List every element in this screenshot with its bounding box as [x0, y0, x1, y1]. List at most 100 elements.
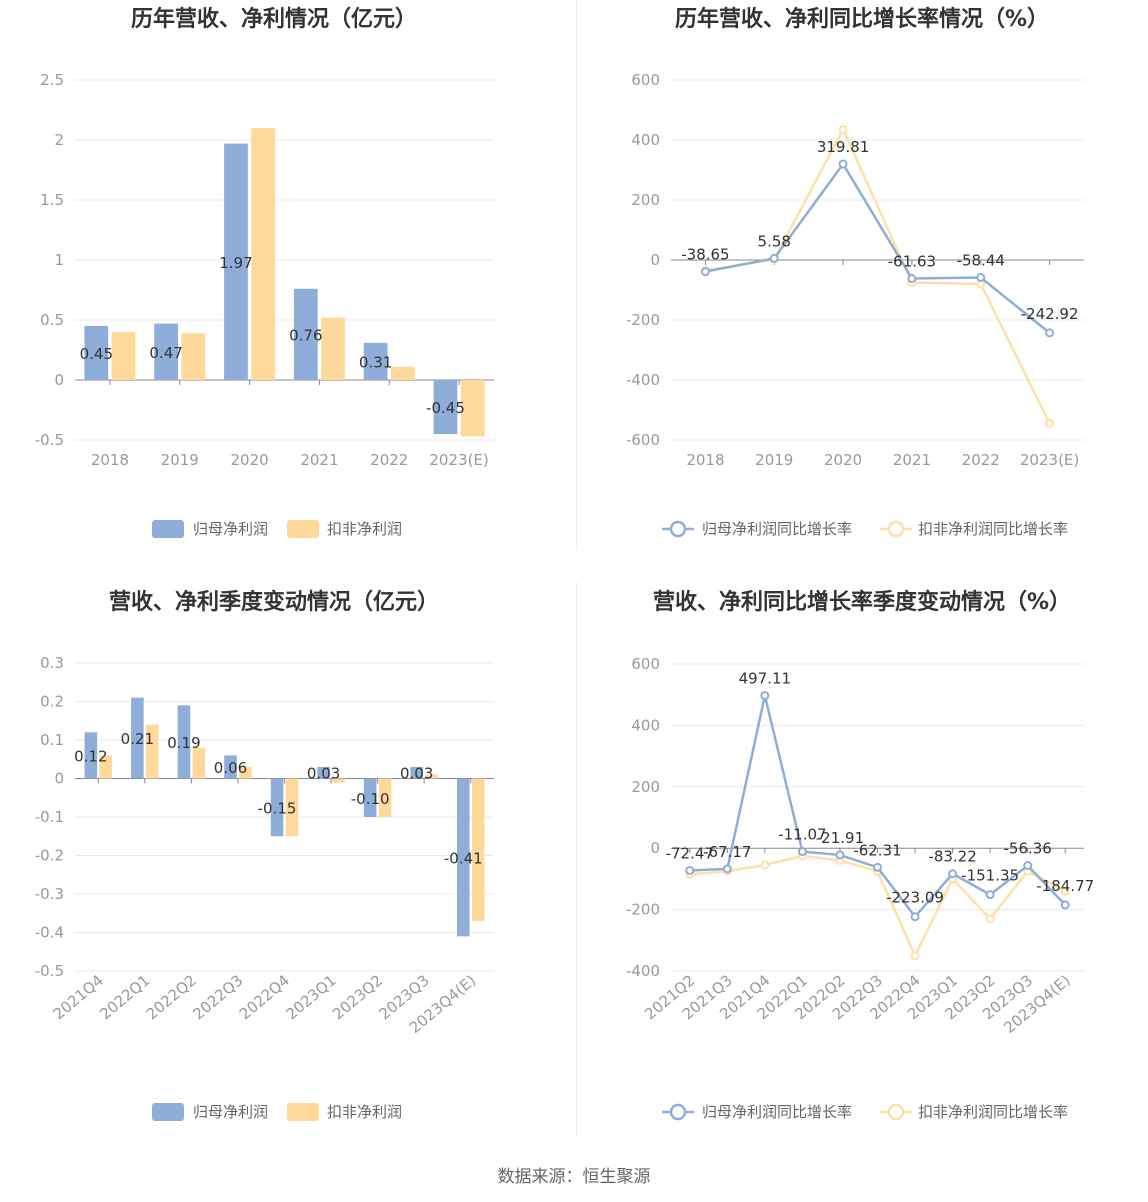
data-label: -58.44: [957, 252, 1005, 270]
deducted-profit-bar: [332, 778, 345, 783]
deducted-growth-point: [910, 951, 920, 961]
chart-title: 营收、净利同比增长率季度变动情况（%）: [653, 589, 1071, 615]
deducted-profit-bar: [192, 747, 206, 779]
net-profit-bar: [224, 143, 248, 380]
deducted-profit-bar: [239, 766, 252, 779]
data-label: -72.47: [666, 844, 714, 862]
vertical-divider-bottom: [576, 582, 577, 1137]
net-profit-bar: [363, 778, 377, 817]
data-label: 0.76: [289, 326, 322, 344]
legend-marker: [669, 1103, 687, 1121]
y-tick-label: -600: [626, 431, 660, 449]
net-profit-bar: [410, 766, 424, 779]
x-tick-label: 2023(E): [429, 451, 488, 469]
quarterly-growth-panel: 营收、净利同比增长率季度变动情况（%） -400 -200 0 200 400 600 202…: [574, 580, 1148, 1160]
x-tick-label: 2019: [755, 451, 793, 469]
y-tick-label: -0.3: [35, 885, 64, 903]
chart-title: 历年营收、净利情况（亿元）: [131, 6, 417, 32]
y-tick-label: 200: [631, 191, 660, 209]
x-tick-label: 2023Q1: [282, 971, 339, 1023]
legend-label: 扣非净利润同比增长率: [918, 520, 1068, 538]
quarterly-profit-panel: 营收、净利季度变动情况（亿元） -0.5 -0.4 -0.3 -0.2 -0.1 0 0.1 0…: [0, 580, 574, 1160]
y-tick-label: 600: [631, 71, 660, 89]
data-label: -11.07: [778, 826, 826, 844]
net-growth-point: [976, 273, 986, 283]
x-tick-label: 2021: [300, 451, 338, 469]
y-tick-label: 1.5: [40, 191, 64, 209]
data-label: -38.65: [681, 246, 729, 264]
deducted-profit-bar: [471, 778, 485, 921]
x-tick-label: 2018: [91, 451, 129, 469]
net-profit-bar: [154, 323, 179, 380]
net-profit-bar: [84, 732, 98, 779]
quarterly-profit-chart: 营收、净利季度变动情况（亿元）-0.5-0.4-0.3-0.2-0.100.10…: [35, 589, 494, 1121]
deducted-profit-bar: [321, 317, 345, 380]
data-label: -62.31: [853, 841, 901, 859]
data-label: -0.45: [426, 399, 465, 417]
deducted-growth-point: [760, 860, 770, 870]
net-profit-bar: [317, 766, 330, 779]
net-growth-point: [948, 869, 958, 879]
x-tick-label: 2018: [686, 451, 724, 469]
data-label: -0.41: [444, 849, 483, 867]
y-tick-label: -0.5: [35, 962, 64, 980]
data-label: 0.06: [214, 759, 247, 777]
y-tick-label: 0: [650, 251, 660, 269]
annual-growth-chart: 历年营收、净利同比增长率情况（%） -600 -400 -200 0 200 400 600 2…: [626, 6, 1084, 538]
net-growth-point: [910, 912, 920, 922]
deducted-profit-bar: [460, 380, 485, 437]
x-tick-label: 2022Q2: [143, 971, 200, 1023]
x-tick-label: 2022: [962, 451, 1000, 469]
quarterly-growth-chart: 营收、净利同比增长率季度变动情况（%）-400-2000200400600202…: [626, 589, 1094, 1121]
chart-title: 历年营收、净利同比增长率情况（%）: [675, 6, 1049, 32]
x-tick-label: 2022Q3: [189, 971, 246, 1023]
deducted-profit-bar: [145, 724, 159, 779]
data-label: 0.47: [149, 344, 182, 362]
legend-label: 扣非净利润同比增长率: [918, 1103, 1068, 1121]
data-label: 0.45: [80, 345, 113, 363]
net-growth-point: [835, 850, 845, 860]
y-tick-label: 400: [631, 716, 660, 734]
x-tick-label: 2022Q4: [236, 971, 293, 1023]
legend-swatch: [287, 1103, 319, 1121]
net-growth-point: [1023, 861, 1033, 871]
deducted-growth-point: [1060, 886, 1070, 896]
y-tick-label: 2.5: [40, 71, 64, 89]
legend-marker: [669, 520, 687, 538]
x-tick-label: 2020: [824, 451, 862, 469]
data-label: -0.10: [351, 790, 390, 808]
y-tick-label: 2: [54, 131, 64, 149]
x-tick-label: 2022Q1: [96, 971, 153, 1023]
deducted-growth-line: [705, 126, 1051, 425]
net-growth-point: [873, 862, 882, 872]
y-tick-label: 0: [54, 371, 64, 389]
annual-profit-panel: 历年营收、净利情况（亿元） -0.5 0 0.5 1 1.5 2 2.5 2018 2019 202…: [0, 0, 574, 580]
y-tick-label: 200: [631, 778, 660, 796]
data-label: -56.36: [1004, 840, 1052, 858]
x-tick-label: 2022: [370, 451, 408, 469]
legend-marker: [887, 1103, 905, 1121]
legend-marker: [887, 520, 905, 538]
legend-label: 归母净利润同比增长率: [702, 1103, 852, 1121]
y-tick-label: -200: [626, 311, 660, 329]
net-growth-point: [797, 847, 807, 857]
data-label: 5.58: [758, 232, 791, 250]
y-tick-label: 0: [54, 770, 64, 788]
y-tick-label: 400: [631, 131, 660, 149]
deducted-profit-bar: [285, 778, 299, 837]
chart-title: 营收、净利季度变动情况（亿元）: [109, 589, 439, 615]
net-profit-bar: [363, 342, 388, 380]
y-tick-label: -200: [626, 901, 660, 919]
data-label: 0.21: [121, 730, 154, 748]
data-label: 0.31: [359, 353, 392, 371]
net-profit-bar: [293, 288, 318, 380]
data-label: 497.11: [739, 670, 792, 688]
x-tick-label: 2023(E): [1020, 451, 1079, 469]
data-label: 0.12: [74, 747, 107, 765]
data-label: 1.97: [219, 254, 252, 272]
x-tick-label: 2019: [161, 451, 199, 469]
deducted-profit-bar: [251, 128, 276, 380]
y-tick-label: 0.1: [40, 731, 64, 749]
y-tick-label: 0.3: [40, 654, 64, 672]
deducted-profit-bar: [425, 774, 438, 779]
